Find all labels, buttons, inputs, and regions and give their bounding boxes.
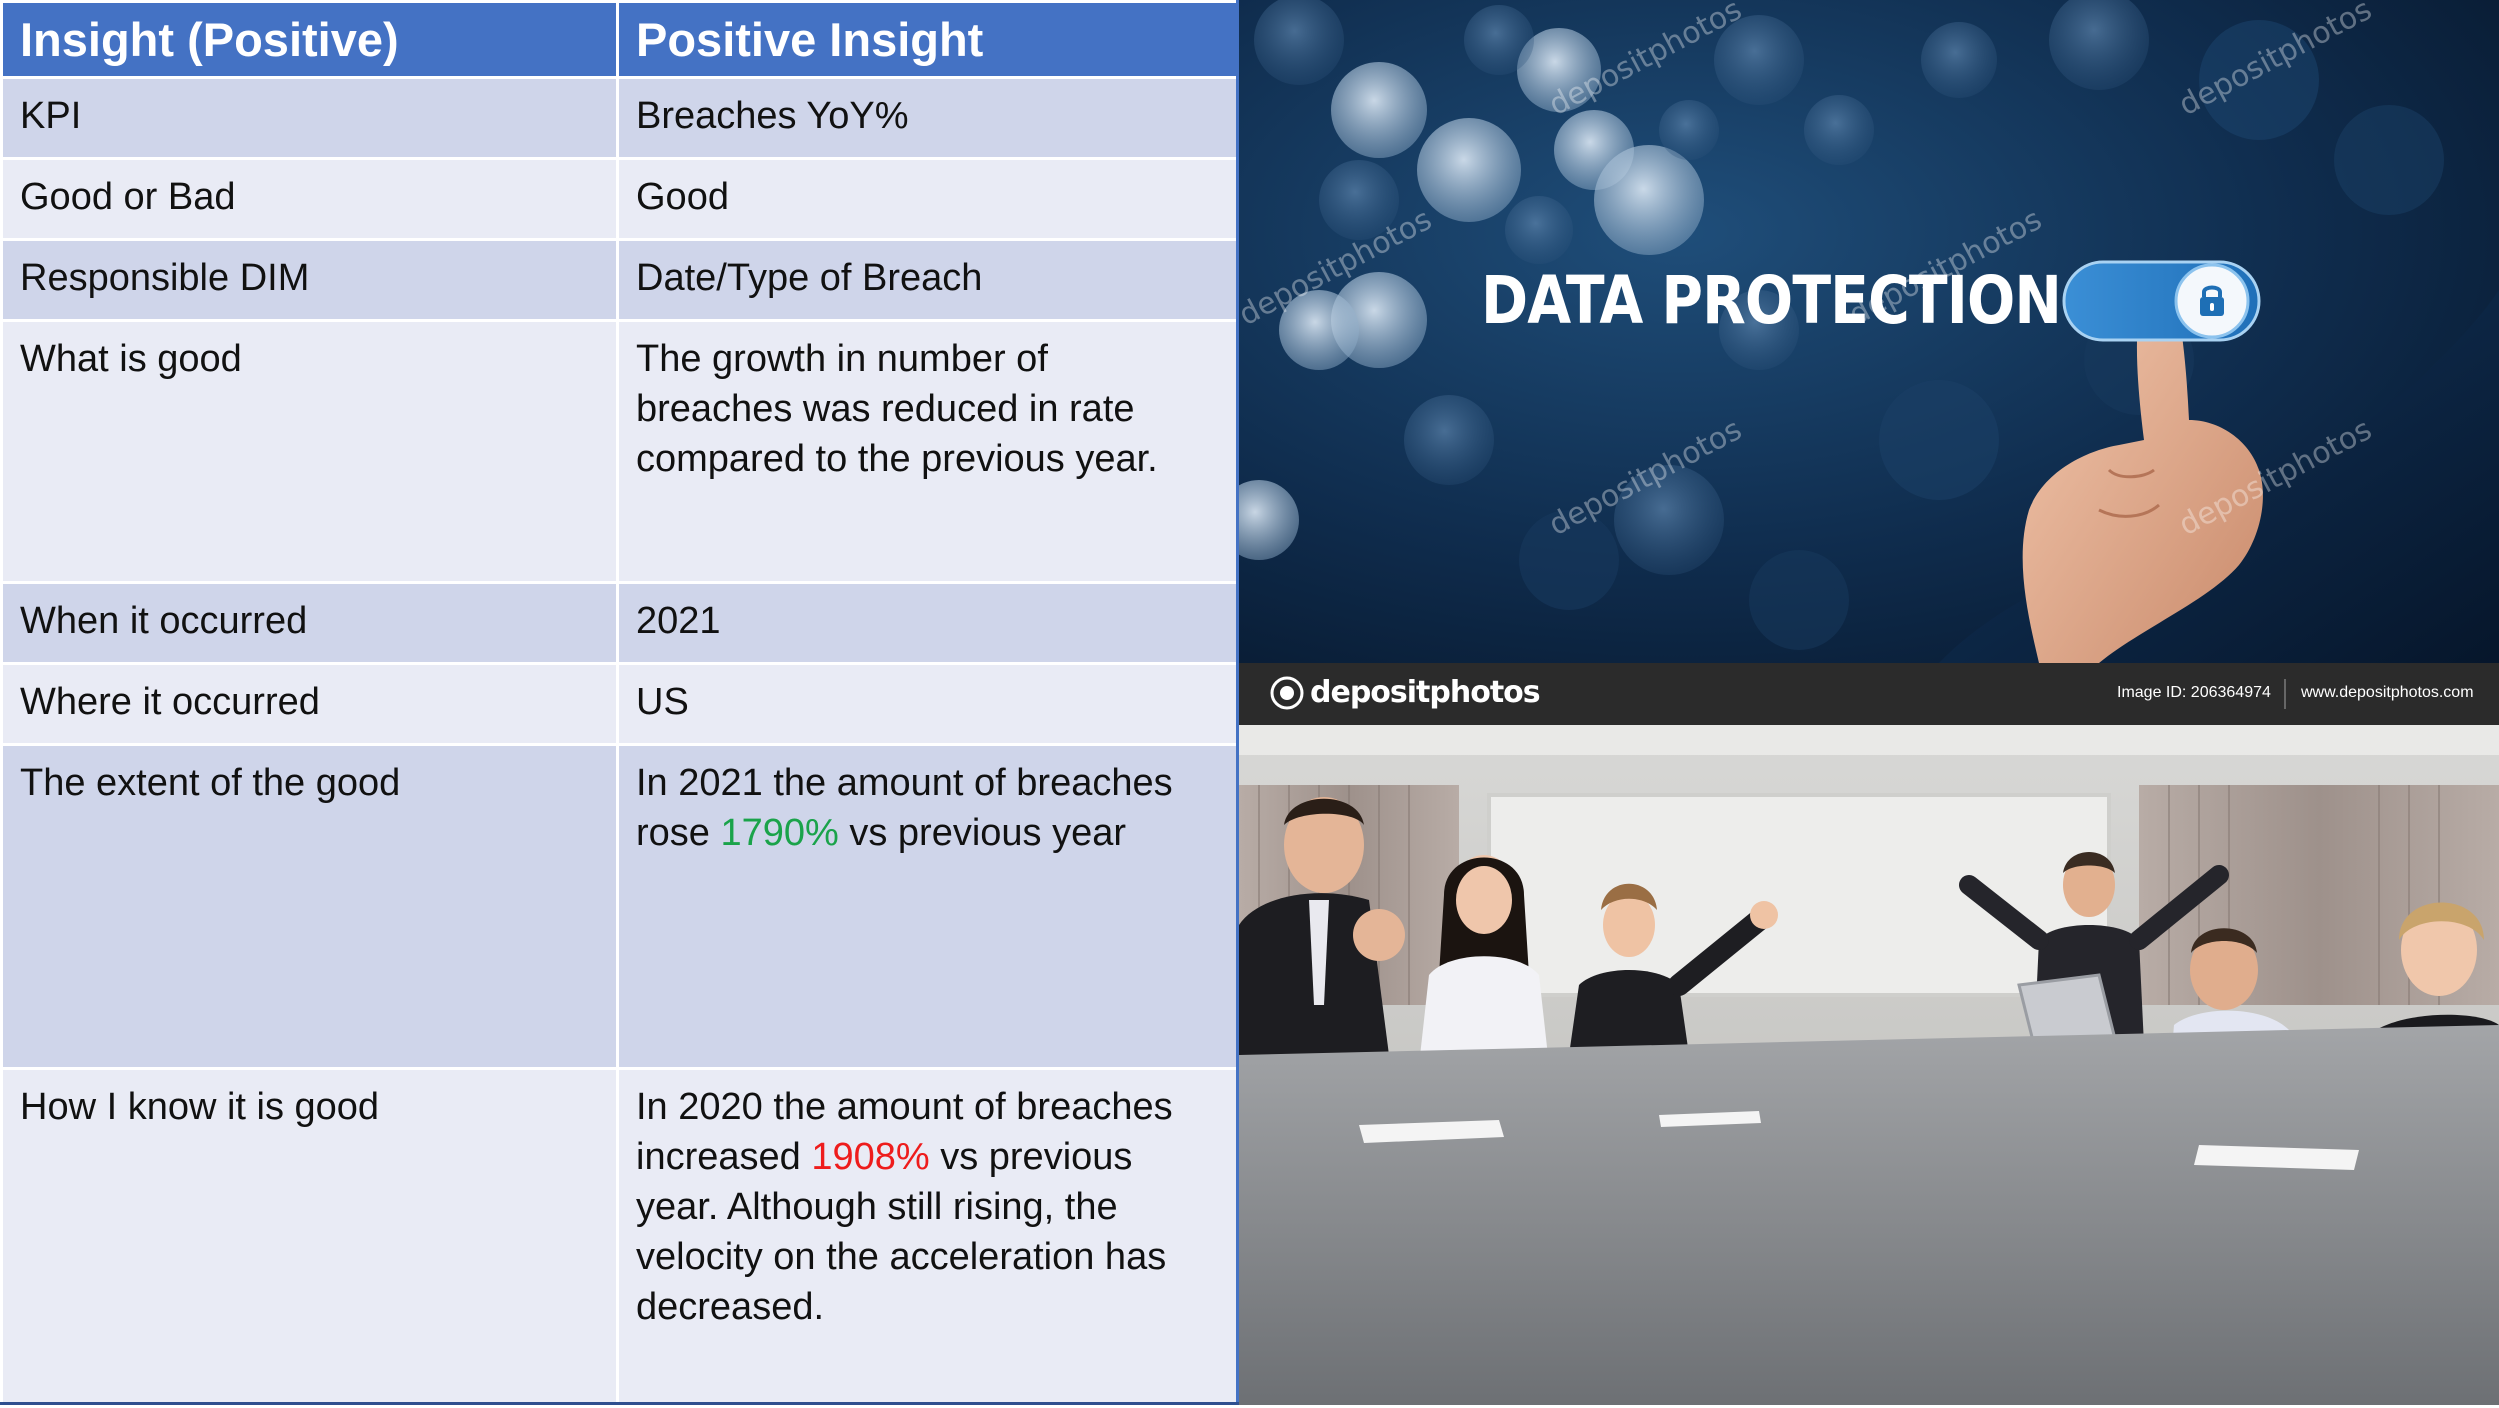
row-when-it-occurred: When it occurred 2021 bbox=[0, 581, 1239, 665]
header-row: Insight (Positive) Positive Insight bbox=[0, 0, 1239, 79]
table-bottom-border bbox=[0, 1402, 1240, 1405]
stock-url: www.depositphotos.com bbox=[2301, 684, 2474, 701]
row-label: What is good bbox=[0, 319, 619, 584]
camera-icon bbox=[1270, 676, 1304, 709]
stock-logo-text: depositphotos bbox=[1310, 675, 1541, 710]
value-text: In 2021 the amount of breaches rose bbox=[636, 762, 1173, 854]
row-value-good: Good bbox=[616, 157, 1239, 241]
team-scene bbox=[1239, 725, 2499, 1405]
row-extent-of-good: The extent of the good In 2021 the amoun… bbox=[0, 743, 1239, 1070]
data-protection-title: DATA PROTECTION bbox=[1481, 262, 2062, 339]
row-label: The extent of the good bbox=[0, 743, 619, 1070]
row-kpi: KPI Breaches YoY% bbox=[0, 76, 1239, 160]
row-label: KPI bbox=[0, 76, 619, 160]
row-label: Good or Bad bbox=[0, 157, 619, 241]
row-responsible-dim: Responsible DIM Date/Type of Breach bbox=[0, 238, 1239, 322]
data-protection-photo: DATA PROTECTION depositphotos depositpho… bbox=[1239, 0, 2499, 663]
table-right-border bbox=[1236, 0, 1239, 1402]
row-value: Breaches YoY% bbox=[616, 76, 1239, 160]
row-what-is-good: What is good The growth in number of bre… bbox=[0, 319, 1239, 584]
row-label: Responsible DIM bbox=[0, 238, 619, 322]
row-good-or-bad: Good or Bad Good bbox=[0, 157, 1239, 241]
row-how-i-know: How I know it is good In 2020 the amount… bbox=[0, 1067, 1239, 1405]
growth-highlight: 1790% bbox=[720, 812, 839, 854]
row-value: In 2021 the amount of breaches rose 1790… bbox=[616, 743, 1239, 1070]
stock-logo: depositphotos bbox=[1270, 675, 1541, 710]
header-insight-positive: Insight (Positive) bbox=[0, 0, 619, 79]
row-label: Where it occurred bbox=[0, 662, 619, 746]
row-label: When it occurred bbox=[0, 581, 619, 665]
value-text: vs previous year bbox=[838, 812, 1127, 854]
lock-icon bbox=[2200, 285, 2224, 316]
insight-table: Insight (Positive) Positive Insight KPI … bbox=[0, 0, 1239, 1405]
row-value: US bbox=[616, 662, 1239, 746]
stock-image-id: Image ID: 206364974 bbox=[2117, 684, 2271, 701]
value-text: vs previous year. Although still rising,… bbox=[636, 1136, 1167, 1328]
row-value: The growth in number of breaches was red… bbox=[616, 319, 1239, 584]
row-label: How I know it is good bbox=[0, 1067, 619, 1405]
stock-divider bbox=[2284, 679, 2286, 709]
value-text: In 2020 the amount of breaches increased bbox=[636, 1086, 1173, 1178]
data-protection-background bbox=[1239, 0, 2499, 663]
row-value: In 2020 the amount of breaches increased… bbox=[616, 1067, 1239, 1405]
row-where-it-occurred: Where it occurred US bbox=[0, 662, 1239, 746]
stock-watermark-bar: depositphotos Image ID: 206364974 www.de… bbox=[1239, 663, 2499, 725]
growth-highlight: 1908% bbox=[811, 1136, 930, 1178]
row-value: Date/Type of Breach bbox=[616, 238, 1239, 322]
header-positive-insight: Positive Insight bbox=[616, 0, 1239, 79]
celebrating-team-photo: depositphotos Image ID: 206364974 www.de… bbox=[1239, 663, 2499, 1405]
row-value: 2021 bbox=[616, 581, 1239, 665]
